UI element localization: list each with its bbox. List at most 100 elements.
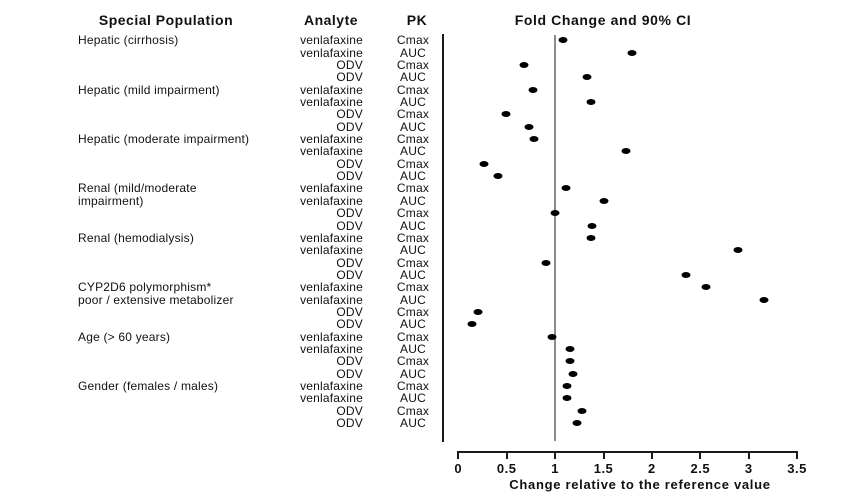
- analyte-label: venlafaxine: [300, 144, 363, 159]
- analyte-label: ODV: [336, 403, 363, 418]
- analyte-label: venlafaxine: [300, 379, 363, 394]
- data-point: [587, 222, 597, 229]
- analyte-label: venlafaxine: [300, 82, 363, 97]
- x-axis-tick: [747, 451, 750, 459]
- data-point: [524, 123, 534, 130]
- x-axis-tick: [650, 451, 653, 459]
- population-label: Renal (mild/moderate: [78, 181, 197, 196]
- x-axis-tick-label: 1.5: [593, 461, 614, 476]
- analyte-label: ODV: [336, 206, 363, 221]
- analyte-label: ODV: [336, 169, 363, 184]
- x-axis-title: Change relative to the reference value: [509, 477, 771, 492]
- population-label: Hepatic (mild impairment): [78, 82, 220, 97]
- data-point: [561, 185, 571, 192]
- analyte-label: ODV: [336, 304, 363, 319]
- pk-label: Cmax: [396, 57, 430, 72]
- population-label: Hepatic (moderate impairment): [78, 132, 250, 147]
- analyte-label: venlafaxine: [300, 33, 363, 48]
- data-point: [586, 234, 596, 241]
- data-point: [568, 370, 578, 377]
- pk-label: Cmax: [396, 206, 430, 221]
- analyte-label: ODV: [336, 267, 363, 282]
- data-point: [582, 74, 592, 81]
- analyte-label: venlafaxine: [300, 341, 363, 356]
- population-label: Hepatic (cirrhosis): [78, 33, 179, 48]
- pk-label: AUC: [400, 416, 426, 431]
- analyte-label: venlafaxine: [300, 280, 363, 295]
- pk-label: AUC: [400, 292, 426, 307]
- x-axis-tick: [505, 451, 508, 459]
- pk-label: Cmax: [396, 181, 430, 196]
- x-axis-tick-label: 2.5: [690, 461, 711, 476]
- reference-line: [554, 35, 557, 441]
- analyte-label: venlafaxine: [300, 181, 363, 196]
- population-label: Age (> 60 years): [78, 329, 171, 344]
- x-axis-tick-label: 2: [648, 461, 656, 476]
- data-point: [577, 407, 587, 414]
- pk-label: AUC: [400, 45, 426, 60]
- pk-label: Cmax: [396, 230, 430, 245]
- pk-label: Cmax: [396, 329, 430, 344]
- data-point: [599, 197, 608, 204]
- plot-title: Fold Change and 90% CI: [514, 12, 692, 28]
- data-point: [733, 247, 743, 254]
- x-axis-line: [458, 451, 798, 453]
- x-axis-tick-label: 0.5: [496, 461, 517, 476]
- pk-label: Cmax: [396, 33, 430, 48]
- data-point: [759, 296, 769, 303]
- analyte-label: ODV: [336, 255, 363, 270]
- population-label: Renal (hemodialysis): [78, 230, 195, 245]
- pk-label: Cmax: [396, 403, 430, 418]
- data-point: [473, 308, 483, 315]
- data-point: [501, 111, 511, 118]
- analyte-label: venlafaxine: [300, 45, 363, 60]
- pk-label: Cmax: [396, 354, 430, 369]
- column-header-analyte: Analyte: [303, 12, 359, 28]
- analyte-label: venlafaxine: [300, 292, 363, 307]
- population-label: Gender (females / males): [78, 379, 219, 394]
- pk-label: Cmax: [396, 156, 430, 171]
- data-point: [565, 345, 575, 352]
- data-point: [562, 383, 572, 390]
- analyte-label: ODV: [336, 366, 363, 381]
- data-point: [550, 210, 560, 217]
- pk-label: AUC: [400, 119, 426, 134]
- data-point: [528, 86, 538, 93]
- pk-label: AUC: [400, 193, 426, 208]
- x-axis-tick-label: 1: [551, 461, 559, 476]
- data-point: [621, 148, 631, 155]
- column-header-pk: PK: [406, 12, 428, 28]
- data-point: [701, 284, 711, 291]
- analyte-label: venlafaxine: [300, 95, 363, 110]
- pk-label: AUC: [400, 169, 426, 184]
- pk-label: AUC: [400, 366, 426, 381]
- analyte-label: venlafaxine: [300, 391, 363, 406]
- pk-label: Cmax: [396, 82, 430, 97]
- analyte-label: ODV: [336, 354, 363, 369]
- analyte-label: ODV: [336, 317, 363, 332]
- analyte-label: venlafaxine: [300, 132, 363, 147]
- data-point: [529, 136, 539, 143]
- data-point: [519, 61, 529, 68]
- data-point: [572, 420, 582, 427]
- x-axis-tick-label: 3.5: [787, 461, 807, 476]
- x-axis-tick: [602, 451, 605, 459]
- data-point: [681, 271, 691, 278]
- pk-label: AUC: [400, 218, 426, 233]
- x-axis-tick-label: 3: [744, 461, 753, 476]
- data-point: [467, 321, 477, 328]
- analyte-label: venlafaxine: [300, 329, 363, 344]
- pk-label: AUC: [400, 144, 426, 159]
- data-point: [493, 173, 503, 180]
- data-point: [558, 37, 568, 44]
- data-point: [547, 333, 557, 340]
- population-label: poor / extensive metabolizer: [78, 292, 234, 307]
- analyte-label: ODV: [336, 70, 363, 85]
- population-label: impairment): [78, 193, 144, 208]
- pk-label: AUC: [400, 70, 426, 85]
- x-axis-tick-label: 0: [454, 461, 463, 476]
- x-axis-tick: [796, 451, 799, 459]
- analyte-label: venlafaxine: [300, 193, 363, 208]
- data-point: [586, 99, 596, 106]
